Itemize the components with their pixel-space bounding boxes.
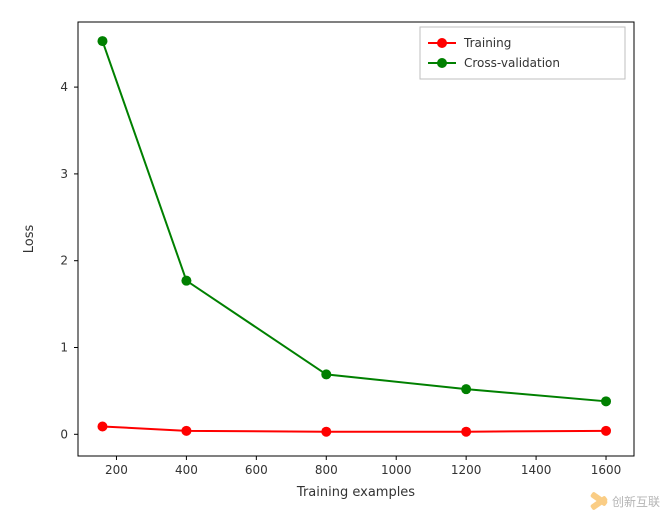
legend-label-1: Cross-validation (464, 56, 560, 70)
series-marker-1 (97, 36, 107, 46)
series-marker-1 (461, 384, 471, 394)
x-tick-label: 200 (105, 463, 128, 477)
y-tick-label: 0 (60, 427, 68, 441)
series-marker-0 (601, 426, 611, 436)
learning-curve-chart: 200 400 600 800 1000 1200 1400 1600 0 1 2 3 4 Trainin… (0, 0, 664, 516)
x-tick-label: 1200 (451, 463, 482, 477)
legend-marker-1 (437, 58, 447, 68)
series-marker-1 (181, 276, 191, 286)
x-tick-label: 1000 (381, 463, 412, 477)
y-tick-label: 4 (60, 80, 68, 94)
legend-box (420, 27, 625, 79)
chart-container: 200 400 600 800 1000 1200 1400 1600 0 1 2 3 4 Trainin… (0, 0, 664, 516)
y-axis-label: Loss (22, 225, 37, 254)
series-marker-0 (97, 421, 107, 431)
x-tick-label: 800 (315, 463, 338, 477)
y-tick-label: 3 (60, 167, 68, 181)
series-marker-1 (601, 396, 611, 406)
x-tick-label: 1400 (521, 463, 552, 477)
legend-marker-0 (437, 38, 447, 48)
series-marker-0 (181, 426, 191, 436)
x-tick-label: 400 (175, 463, 198, 477)
series-marker-0 (461, 427, 471, 437)
x-tick-label: 1600 (591, 463, 622, 477)
series-marker-0 (321, 427, 331, 437)
series-marker-1 (321, 369, 331, 379)
y-tick-label: 2 (60, 254, 68, 268)
x-tick-label: 600 (245, 463, 268, 477)
x-axis-label: Training examples (296, 485, 415, 500)
legend-label-0: Training (463, 36, 511, 50)
y-tick-label: 1 (60, 341, 68, 355)
